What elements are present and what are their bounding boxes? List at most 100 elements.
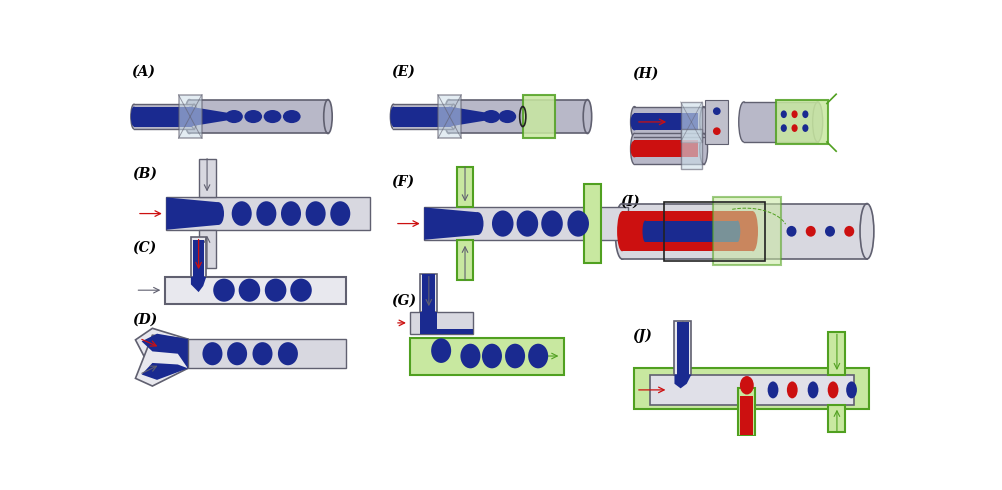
Polygon shape — [189, 106, 231, 126]
Bar — [422, 273, 435, 312]
Ellipse shape — [445, 99, 453, 133]
Bar — [192, 240, 204, 277]
Ellipse shape — [482, 110, 500, 123]
Text: (D): (D) — [132, 313, 157, 327]
Polygon shape — [141, 334, 187, 368]
FancyBboxPatch shape — [680, 129, 702, 169]
Ellipse shape — [505, 343, 525, 368]
Bar — [634, 114, 697, 130]
Ellipse shape — [803, 124, 809, 132]
Ellipse shape — [227, 342, 247, 365]
Bar — [584, 184, 601, 263]
Ellipse shape — [860, 203, 874, 259]
Text: (A): (A) — [131, 64, 155, 78]
Polygon shape — [424, 207, 478, 240]
Ellipse shape — [747, 211, 758, 251]
Ellipse shape — [460, 343, 480, 368]
Ellipse shape — [202, 342, 222, 365]
Ellipse shape — [278, 342, 298, 365]
Bar — [622, 211, 753, 251]
Ellipse shape — [391, 106, 397, 126]
Bar — [634, 133, 703, 164]
Bar — [705, 100, 728, 144]
Text: (J): (J) — [632, 328, 652, 343]
Bar — [674, 320, 691, 374]
Ellipse shape — [291, 279, 312, 302]
Ellipse shape — [517, 211, 538, 237]
Ellipse shape — [253, 342, 273, 365]
Bar — [134, 106, 191, 126]
Ellipse shape — [792, 110, 798, 118]
FancyBboxPatch shape — [680, 102, 702, 142]
Bar — [166, 197, 371, 230]
Polygon shape — [674, 374, 691, 389]
Bar — [634, 368, 870, 409]
Ellipse shape — [225, 110, 242, 123]
Bar — [189, 99, 328, 133]
Ellipse shape — [238, 279, 261, 302]
Ellipse shape — [630, 133, 638, 164]
Ellipse shape — [630, 106, 638, 137]
Ellipse shape — [630, 114, 638, 130]
Ellipse shape — [739, 376, 754, 394]
Bar — [198, 230, 215, 268]
Ellipse shape — [738, 102, 748, 142]
Ellipse shape — [845, 226, 855, 237]
Ellipse shape — [257, 201, 277, 226]
Bar — [738, 389, 756, 436]
Bar — [394, 104, 454, 129]
Ellipse shape — [825, 226, 835, 237]
Ellipse shape — [492, 211, 513, 237]
Ellipse shape — [244, 110, 263, 123]
Bar — [411, 312, 474, 334]
Bar — [457, 168, 474, 207]
Bar — [164, 277, 346, 304]
Bar — [634, 141, 697, 157]
Ellipse shape — [828, 381, 839, 398]
Ellipse shape — [281, 201, 301, 226]
Ellipse shape — [499, 110, 516, 123]
Ellipse shape — [567, 211, 589, 237]
Bar — [622, 203, 867, 259]
Text: (B): (B) — [132, 167, 157, 181]
Bar — [740, 396, 753, 435]
Ellipse shape — [213, 202, 224, 225]
Text: (C): (C) — [132, 241, 156, 254]
Ellipse shape — [699, 133, 707, 164]
Bar — [198, 159, 215, 197]
Ellipse shape — [699, 106, 707, 137]
Bar — [634, 106, 703, 137]
Ellipse shape — [265, 279, 287, 302]
Bar — [829, 332, 846, 374]
FancyBboxPatch shape — [438, 95, 461, 138]
Ellipse shape — [306, 201, 326, 226]
Bar — [421, 273, 437, 312]
Text: (E): (E) — [391, 64, 415, 78]
Ellipse shape — [482, 343, 502, 368]
Ellipse shape — [813, 102, 823, 142]
Bar — [457, 240, 474, 280]
Ellipse shape — [231, 201, 252, 226]
Polygon shape — [421, 312, 474, 334]
Ellipse shape — [431, 338, 451, 363]
Ellipse shape — [473, 212, 484, 235]
Ellipse shape — [191, 104, 197, 129]
Bar — [829, 405, 846, 432]
Bar — [411, 338, 564, 374]
Bar — [677, 322, 688, 374]
Ellipse shape — [283, 110, 301, 123]
Ellipse shape — [583, 99, 591, 133]
Ellipse shape — [450, 104, 457, 129]
Polygon shape — [135, 328, 187, 372]
Ellipse shape — [615, 203, 629, 259]
Ellipse shape — [787, 226, 797, 237]
Ellipse shape — [781, 124, 787, 132]
FancyBboxPatch shape — [178, 95, 201, 138]
Ellipse shape — [734, 220, 740, 242]
Polygon shape — [135, 335, 187, 386]
Bar — [650, 374, 854, 405]
Ellipse shape — [131, 104, 137, 129]
Ellipse shape — [768, 381, 779, 398]
FancyBboxPatch shape — [523, 95, 555, 138]
Bar — [394, 106, 451, 126]
